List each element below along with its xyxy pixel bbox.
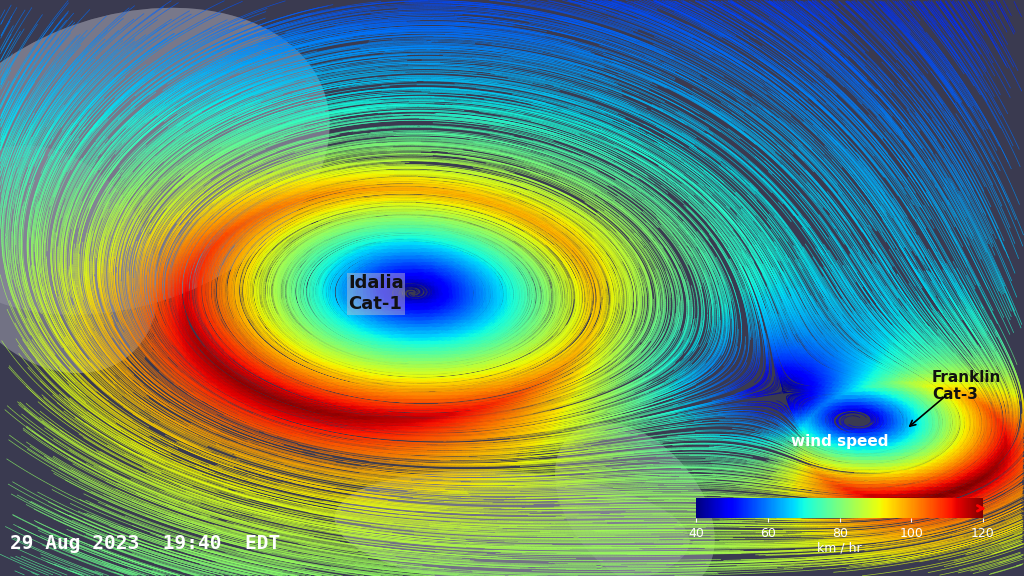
Ellipse shape	[0, 145, 158, 373]
Ellipse shape	[335, 471, 689, 576]
Ellipse shape	[335, 471, 689, 576]
Text: Franklin
Cat-3: Franklin Cat-3	[932, 370, 1001, 402]
Text: 29 Aug 2023  19:40  EDT: 29 Aug 2023 19:40 EDT	[10, 534, 281, 553]
Ellipse shape	[555, 423, 715, 576]
Ellipse shape	[0, 145, 158, 373]
Text: km / hr: km / hr	[817, 541, 862, 555]
Ellipse shape	[0, 8, 330, 314]
Text: Idalia
Cat-1: Idalia Cat-1	[348, 274, 403, 313]
Ellipse shape	[555, 423, 715, 576]
Text: wind speed: wind speed	[791, 434, 889, 449]
Ellipse shape	[0, 8, 330, 314]
